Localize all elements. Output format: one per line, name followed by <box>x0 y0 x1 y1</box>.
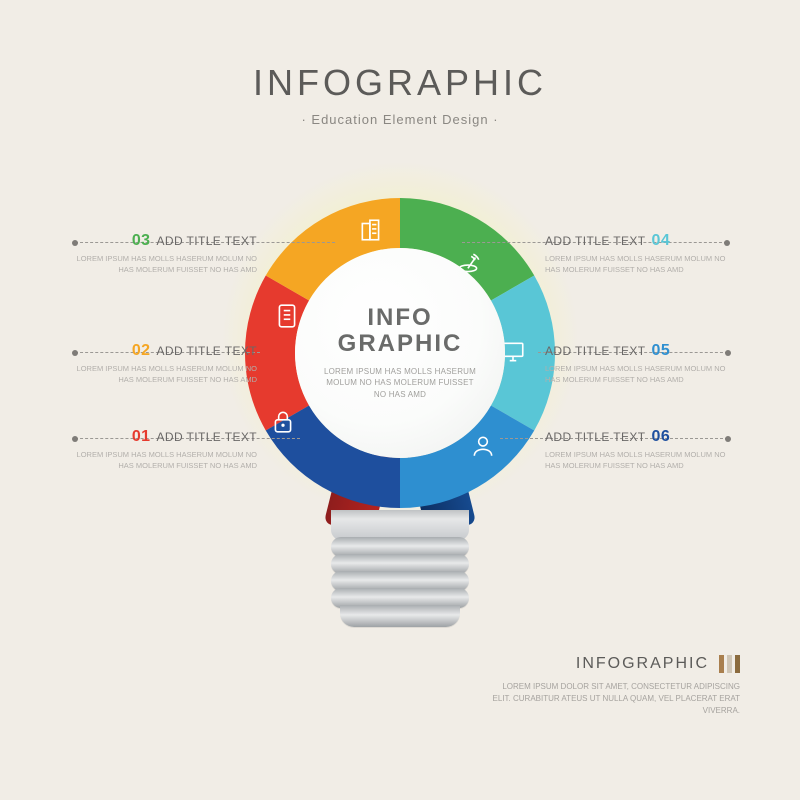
label-06: ADD TITLE TEXT 06 LOREM IPSUM HAS MOLLS HA… <box>545 428 730 471</box>
label-title: ADD TITLE TEXT <box>156 344 257 358</box>
label-number: 01 <box>132 428 151 446</box>
label-title: ADD TITLE TEXT <box>156 430 257 444</box>
footer-body: LOREM IPSUM DOLOR SIT AMET, CONSECTETUR … <box>490 681 740 717</box>
label-number: 02 <box>132 342 151 360</box>
label-title: ADD TITLE TEXT <box>545 430 646 444</box>
label-03: 03 ADD TITLE TEXT LOREM IPSUM HAS MOLLS HA… <box>72 232 257 275</box>
label-title: ADD TITLE TEXT <box>545 234 646 248</box>
footer-bars-icon <box>719 655 740 673</box>
label-body: LOREM IPSUM HAS MOLLS HASERUM MOLUM NO H… <box>72 364 257 385</box>
footer-block: INFOGRAPHIC LOREM IPSUM DOLOR SIT AMET, … <box>490 655 740 717</box>
label-number: 05 <box>652 342 671 360</box>
label-title: ADD TITLE TEXT <box>545 344 646 358</box>
label-02: 02 ADD TITLE TEXT LOREM IPSUM HAS MOLLS HA… <box>72 342 257 385</box>
label-05: ADD TITLE TEXT 05 LOREM IPSUM HAS MOLLS HA… <box>545 342 730 385</box>
label-body: LOREM IPSUM HAS MOLLS HASERUM MOLUM NO H… <box>545 450 730 471</box>
label-number: 04 <box>652 232 671 250</box>
footer-title: INFOGRAPHIC <box>576 655 709 673</box>
label-title: ADD TITLE TEXT <box>156 234 257 248</box>
label-number: 06 <box>652 428 671 446</box>
label-04: ADD TITLE TEXT 04 LOREM IPSUM HAS MOLLS HA… <box>545 232 730 275</box>
label-body: LOREM IPSUM HAS MOLLS HASERUM MOLUM NO H… <box>72 450 257 471</box>
label-number: 03 <box>132 232 151 250</box>
label-body: LOREM IPSUM HAS MOLLS HASERUM MOLUM NO H… <box>545 364 730 385</box>
label-body: LOREM IPSUM HAS MOLLS HASERUM MOLUM NO H… <box>72 254 257 275</box>
label-body: LOREM IPSUM HAS MOLLS HASERUM MOLUM NO H… <box>545 254 730 275</box>
label-01: 01 ADD TITLE TEXT LOREM IPSUM HAS MOLLS HA… <box>72 428 257 471</box>
